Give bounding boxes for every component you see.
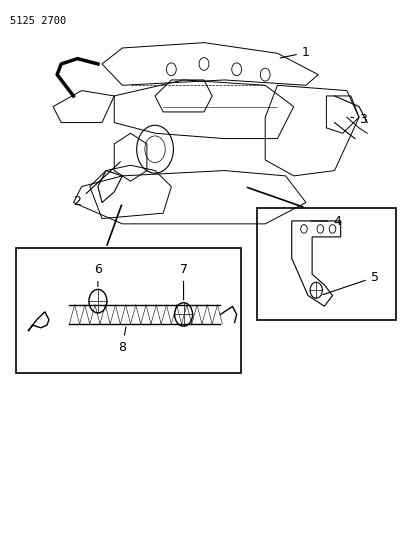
Bar [257, 208, 396, 320]
Text: 8: 8 [118, 327, 126, 353]
Bar [16, 248, 241, 373]
Text: 3: 3 [351, 112, 367, 126]
Text: 5125 2700: 5125 2700 [10, 16, 67, 26]
Text: 1: 1 [280, 46, 310, 59]
Text: 5: 5 [323, 271, 379, 295]
Text: 4: 4 [311, 215, 341, 228]
Text: 2: 2 [73, 162, 120, 208]
Text: 7: 7 [180, 263, 188, 300]
Text: 6: 6 [94, 263, 102, 287]
